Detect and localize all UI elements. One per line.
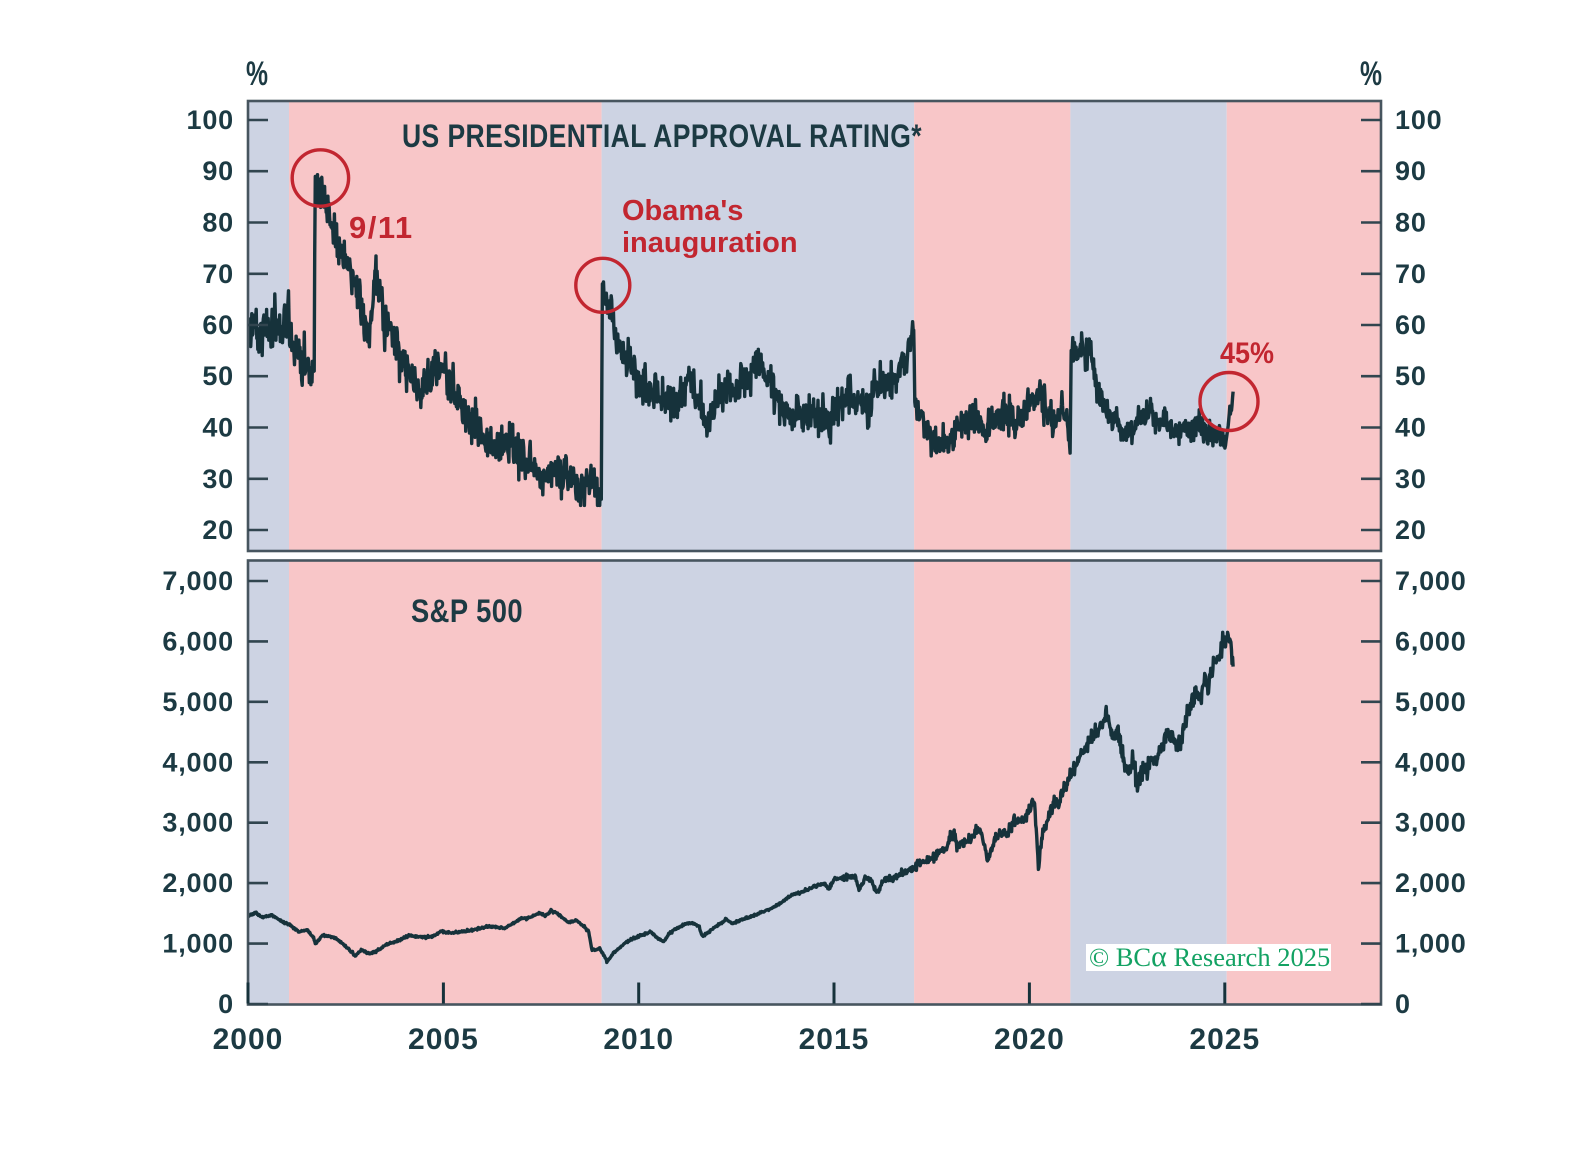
svg-text:S&P 500: S&P 500 — [411, 593, 523, 629]
svg-text:3,000: 3,000 — [1395, 808, 1467, 838]
svg-text:45%: 45% — [1220, 337, 1274, 370]
svg-text:2,000: 2,000 — [162, 868, 234, 898]
svg-text:9/11: 9/11 — [349, 210, 414, 245]
svg-text:60: 60 — [202, 310, 234, 340]
svg-text:US PRESIDENTIAL APPROVAL RATIN: US PRESIDENTIAL APPROVAL RATING* — [402, 118, 922, 154]
svg-text:60: 60 — [1395, 310, 1427, 340]
svg-text:50: 50 — [1395, 361, 1427, 391]
svg-text:%: % — [246, 55, 268, 93]
svg-text:40: 40 — [1395, 413, 1427, 443]
svg-text:2015: 2015 — [799, 1023, 870, 1056]
svg-text:6,000: 6,000 — [162, 626, 234, 656]
svg-text:1,000: 1,000 — [162, 929, 234, 959]
svg-text:40: 40 — [202, 413, 234, 443]
svg-text:2020: 2020 — [994, 1023, 1065, 1056]
svg-text:20: 20 — [202, 515, 234, 545]
svg-text:6,000: 6,000 — [1395, 626, 1467, 656]
svg-text:70: 70 — [1395, 259, 1427, 289]
svg-text:0: 0 — [218, 989, 234, 1019]
svg-text:2010: 2010 — [603, 1023, 674, 1056]
svg-text:inauguration: inauguration — [622, 227, 798, 259]
svg-text:© BCα Research 2025: © BCα Research 2025 — [1089, 940, 1330, 973]
svg-text:7,000: 7,000 — [1395, 566, 1467, 596]
svg-text:30: 30 — [202, 464, 234, 494]
svg-text:70: 70 — [202, 259, 234, 289]
svg-text:7,000: 7,000 — [162, 566, 234, 596]
svg-text:5,000: 5,000 — [162, 687, 234, 717]
svg-text:2005: 2005 — [408, 1023, 479, 1056]
svg-text:4,000: 4,000 — [1395, 747, 1467, 777]
svg-text:Obama's: Obama's — [622, 195, 743, 227]
svg-text:20: 20 — [1395, 515, 1427, 545]
svg-text:4,000: 4,000 — [162, 747, 234, 777]
svg-text:30: 30 — [1395, 464, 1427, 494]
svg-text:90: 90 — [1395, 156, 1427, 186]
svg-text:100: 100 — [1395, 105, 1442, 135]
svg-text:%: % — [1360, 55, 1382, 93]
svg-text:100: 100 — [187, 105, 234, 135]
svg-text:5,000: 5,000 — [1395, 687, 1467, 717]
svg-text:2,000: 2,000 — [1395, 868, 1467, 898]
svg-text:80: 80 — [1395, 208, 1427, 238]
svg-text:90: 90 — [202, 156, 234, 186]
svg-text:50: 50 — [202, 361, 234, 391]
svg-text:0: 0 — [1395, 989, 1411, 1019]
svg-text:2025: 2025 — [1189, 1023, 1260, 1056]
svg-text:80: 80 — [202, 208, 234, 238]
svg-text:1,000: 1,000 — [1395, 929, 1467, 959]
svg-text:3,000: 3,000 — [162, 808, 234, 838]
svg-text:2000: 2000 — [213, 1023, 284, 1056]
